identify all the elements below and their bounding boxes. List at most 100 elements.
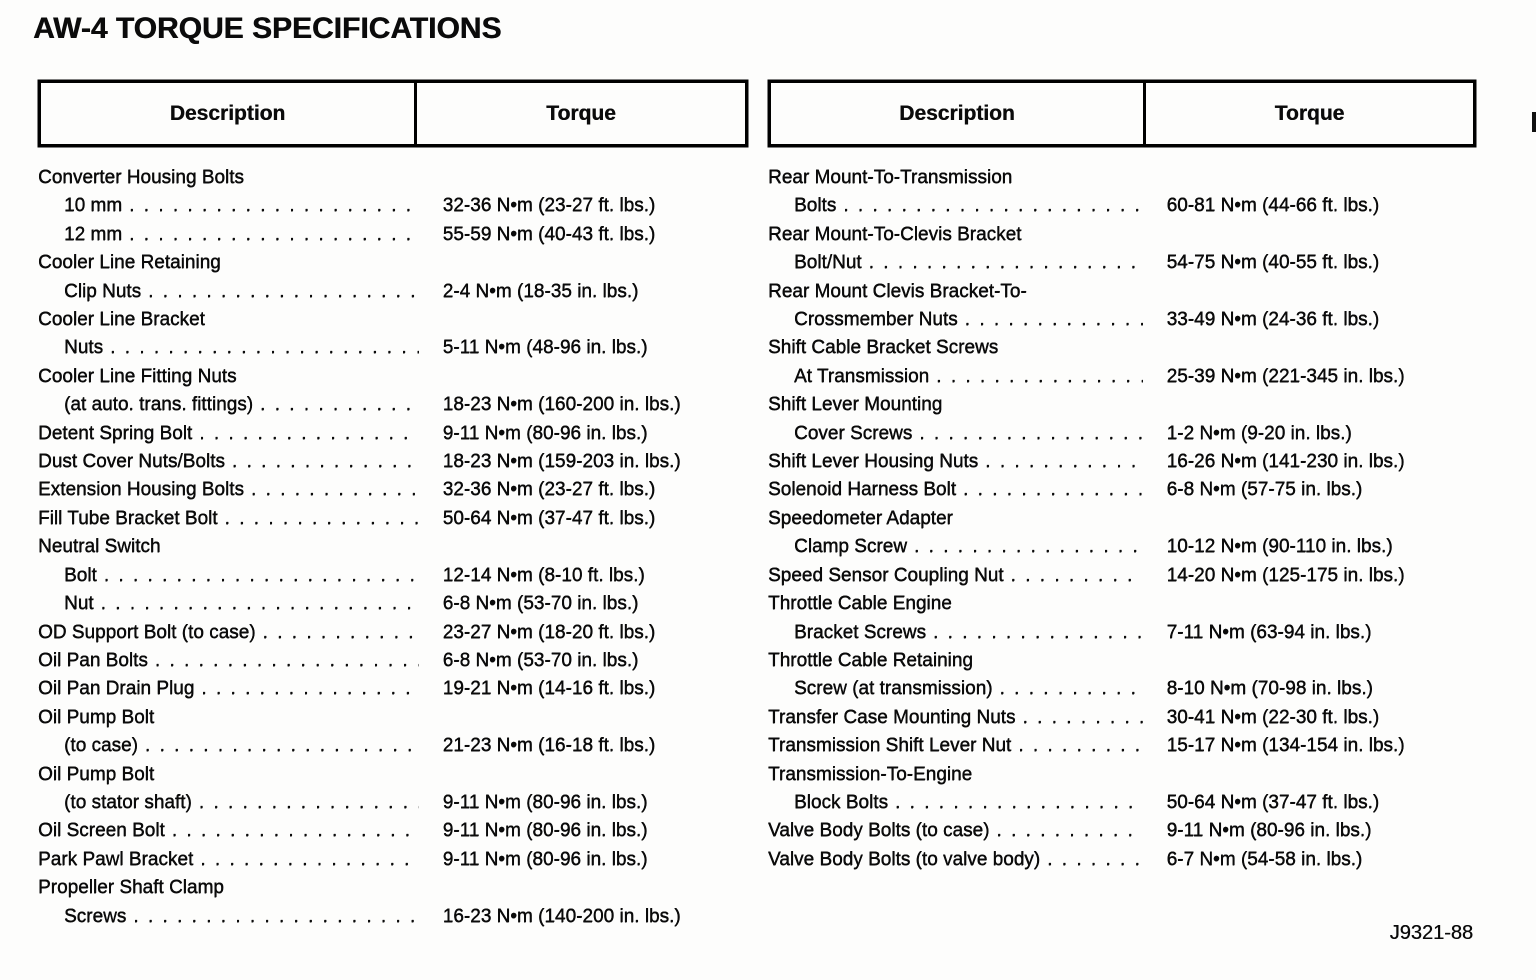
dot-leader xyxy=(919,420,1142,448)
dot-leader xyxy=(936,363,1142,391)
spec-row: Oil Screen Bolt 9-11 N•m (80-96 in. lbs.… xyxy=(38,817,748,845)
spec-description: Oil Pump Bolt xyxy=(38,706,155,728)
spec-description: Nut xyxy=(64,593,94,615)
spec-description: Screw (at transmission) xyxy=(794,678,993,700)
spec-row: (at auto. trans. fittings) 18-23 N•m (16… xyxy=(38,391,748,419)
spec-row: Throttle Cable Retaining xyxy=(768,647,1476,675)
spec-description: Neutral Switch xyxy=(38,536,161,558)
spec-description: Cover Screws xyxy=(794,422,913,444)
spec-torque-value: 2-4 N•m (18-35 in. lbs.) xyxy=(442,280,639,302)
spec-torque-value: 6-7 N•m (54-58 in. lbs.) xyxy=(1166,848,1363,870)
spec-description: Bolt/Nut xyxy=(794,252,862,274)
spec-description: Speedometer Adapter xyxy=(768,507,953,529)
dot-leader xyxy=(1018,732,1142,760)
spec-row: Cooler Line Bracket xyxy=(38,306,748,334)
spec-torque-value: 19-21 N•m (14-16 ft. lbs.) xyxy=(442,678,656,700)
spec-description: Dust Cover Nuts/Bolts xyxy=(38,451,225,473)
dot-leader xyxy=(104,562,419,590)
spec-row: Nuts 5-11 N•m (48-96 in. lbs.) xyxy=(38,334,748,362)
spec-description: Shift Lever Mounting xyxy=(768,394,943,416)
figure-reference: J9321-88 xyxy=(1389,922,1473,944)
spec-row: (to case) 21-23 N•m (16-18 ft. lbs.) xyxy=(38,732,748,760)
spec-description: (to case) xyxy=(64,735,138,757)
header-description: Description xyxy=(41,83,417,144)
spec-row: Valve Body Bolts (to case) 9-11 N•m (80-… xyxy=(768,817,1476,845)
dot-leader xyxy=(110,334,419,362)
spec-description: Bracket Screws xyxy=(794,621,926,643)
spec-description: Clamp Screw xyxy=(794,536,907,558)
spec-row: OD Support Bolt (to case) 23-27 N•m (18-… xyxy=(38,619,748,647)
spec-description: Block Bolts xyxy=(794,791,888,813)
spec-description: 12 mm xyxy=(64,223,123,245)
spec-row: Valve Body Bolts (to valve body) 6-7 N•m… xyxy=(768,846,1476,874)
table-header: Description Torque xyxy=(768,80,1476,147)
spec-tables: Description Torque Converter Housing Bol… xyxy=(38,80,1476,931)
spec-torque-value: 7-11 N•m (63-94 in. lbs.) xyxy=(1166,621,1372,643)
spec-row: Clamp Screw 10-12 N•m (90-110 in. lbs.) xyxy=(768,533,1476,561)
spec-description: 10 mm xyxy=(64,195,123,217)
spec-description: Transfer Case Mounting Nuts xyxy=(768,706,1016,728)
spec-torque-value: 9-11 N•m (80-96 in. lbs.) xyxy=(442,848,648,870)
spec-torque-value: 8-10 N•m (70-98 in. lbs.) xyxy=(1166,678,1373,700)
dot-leader xyxy=(232,448,419,476)
spec-description: Rear Mount Clevis Bracket-To- xyxy=(768,280,1027,302)
spec-row: Oil Pump Bolt xyxy=(38,704,748,732)
spec-row: 12 mm 55-59 N•m (40-43 ft. lbs.) xyxy=(38,221,748,249)
spec-torque-value: 16-23 N•m (140-200 in. lbs.) xyxy=(442,905,681,927)
spec-row: Park Pawl Bracket 9-11 N•m (80-96 in. lb… xyxy=(38,846,748,874)
spec-torque-value: 9-11 N•m (80-96 in. lbs.) xyxy=(442,820,648,842)
spec-torque-value: 55-59 N•m (40-43 ft. lbs.) xyxy=(442,223,656,245)
spec-row: Speed Sensor Coupling Nut 14-20 N•m (125… xyxy=(768,562,1476,590)
spec-description: Park Pawl Bracket xyxy=(38,848,194,870)
spec-description: Nuts xyxy=(64,337,104,359)
spec-description: Cooler Line Retaining xyxy=(38,252,221,274)
dot-leader xyxy=(133,903,418,931)
spec-row: Speedometer Adapter xyxy=(768,505,1476,533)
spec-torque-value: 18-23 N•m (160-200 in. lbs.) xyxy=(442,394,681,416)
spec-row: Oil Pan Bolts 6-8 N•m (53-70 in. lbs.) xyxy=(38,647,748,675)
spec-torque-value: 32-36 N•m (23-27 ft. lbs.) xyxy=(442,479,656,501)
spec-description: Solenoid Harness Bolt xyxy=(768,479,956,501)
dot-leader xyxy=(996,817,1142,845)
spec-torque-value: 16-26 N•m (141-230 in. lbs.) xyxy=(1166,451,1405,473)
spec-torque-value: 5-11 N•m (48-96 in. lbs.) xyxy=(442,337,648,359)
spec-torque-value: 6-8 N•m (53-70 in. lbs.) xyxy=(442,649,639,671)
spec-row: Shift Cable Bracket Screws xyxy=(768,334,1476,362)
spec-row: At Transmission 25-39 N•m (221-345 in. l… xyxy=(768,363,1476,391)
spec-row: Shift Lever Mounting xyxy=(768,391,1476,419)
spec-description: Throttle Cable Retaining xyxy=(768,649,973,671)
table-header: Description Torque xyxy=(38,80,748,147)
spec-torque-value: 15-17 N•m (134-154 in. lbs.) xyxy=(1166,735,1405,757)
spec-row: Transfer Case Mounting Nuts 30-41 N•m (2… xyxy=(768,704,1476,732)
dot-leader xyxy=(1000,675,1143,703)
spec-row: Converter Housing Bolts xyxy=(38,164,748,192)
dot-leader xyxy=(145,732,419,760)
spec-description: Propeller Shaft Clamp xyxy=(38,877,224,899)
spec-row: Bracket Screws 7-11 N•m (63-94 in. lbs.) xyxy=(768,619,1476,647)
torque-table-left: Description Torque Converter Housing Bol… xyxy=(38,80,748,931)
dot-leader xyxy=(1022,704,1142,732)
spec-row: Bolt/Nut 54-75 N•m (40-55 ft. lbs.) xyxy=(768,249,1476,277)
page-title: AW-4 TORQUE SPECIFICATIONS xyxy=(33,12,502,45)
spec-torque-value: 32-36 N•m (23-27 ft. lbs.) xyxy=(442,195,656,217)
header-description: Description xyxy=(771,83,1146,144)
spec-row: Propeller Shaft Clamp xyxy=(38,874,748,902)
dot-leader xyxy=(895,789,1143,817)
spec-torque-value: 10-12 N•m (90-110 in. lbs.) xyxy=(1166,536,1393,558)
spec-torque-value: 6-8 N•m (57-75 in. lbs.) xyxy=(1166,479,1363,501)
spec-row: Bolts 60-81 N•m (44-66 ft. lbs.) xyxy=(768,192,1476,220)
spec-torque-value: 33-49 N•m (24-36 ft. lbs.) xyxy=(1166,309,1380,331)
spec-row: Nut 6-8 N•m (53-70 in. lbs.) xyxy=(38,590,748,618)
spec-description: Extension Housing Bolts xyxy=(38,479,244,501)
dot-leader xyxy=(869,249,1143,277)
dot-leader xyxy=(200,846,418,874)
spec-description: Converter Housing Bolts xyxy=(38,167,244,188)
spec-description: Clip Nuts xyxy=(64,280,142,302)
dot-leader xyxy=(129,192,419,220)
spec-description: Oil Pan Bolts xyxy=(38,649,148,671)
spec-description: Oil Pump Bolt xyxy=(38,763,155,785)
spec-description: Crossmember Nuts xyxy=(794,309,958,331)
spec-description: Oil Pan Drain Plug xyxy=(38,678,195,700)
spec-torque-value: 1-2 N•m (9-20 in. lbs.) xyxy=(1166,422,1352,444)
